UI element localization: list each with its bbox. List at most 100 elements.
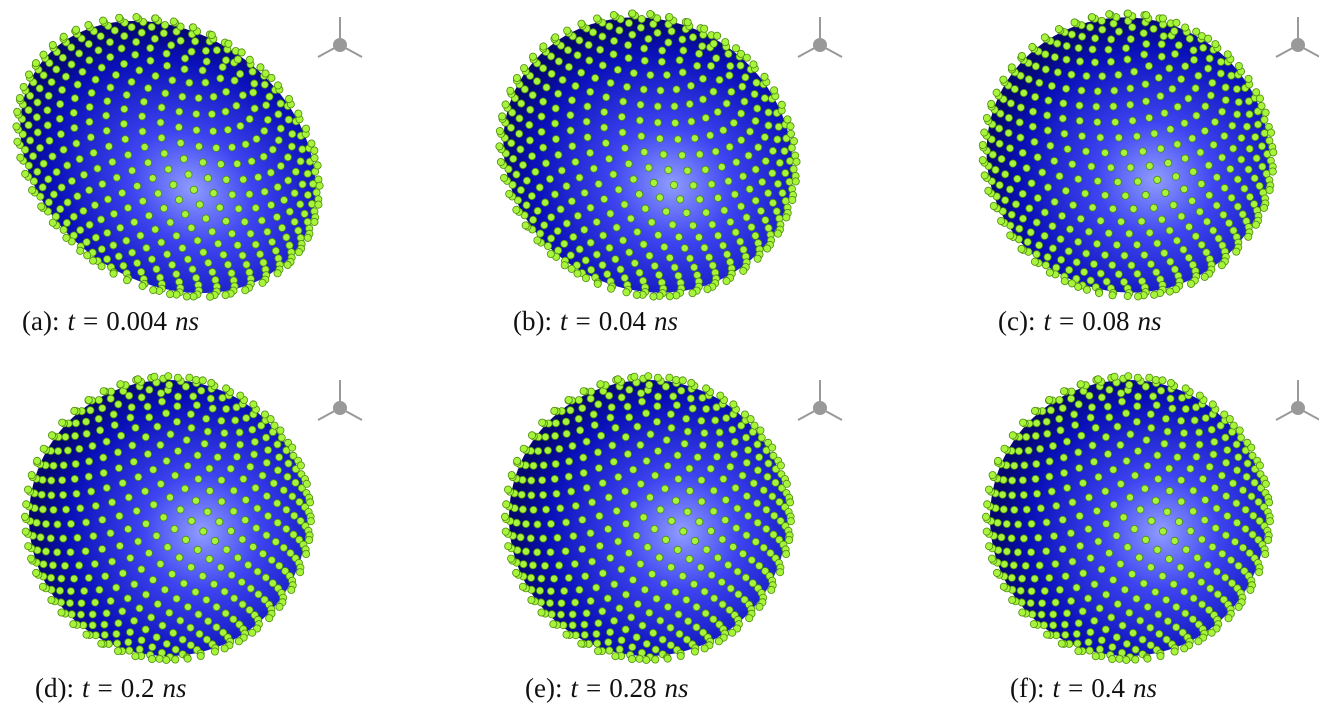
particle	[998, 534, 1005, 541]
particle	[1190, 508, 1197, 515]
particle	[73, 490, 80, 497]
particle	[563, 519, 570, 526]
particle	[1078, 432, 1085, 439]
particle	[163, 656, 170, 663]
particle	[1236, 427, 1243, 434]
particle-cluster	[501, 373, 794, 664]
particle	[174, 403, 181, 410]
particle	[643, 656, 650, 663]
particle	[1161, 440, 1168, 447]
particle	[102, 573, 109, 580]
particle	[107, 597, 114, 604]
particle	[48, 574, 55, 581]
particle	[558, 600, 565, 607]
particle	[1224, 447, 1231, 454]
particle	[1171, 648, 1178, 655]
particle	[271, 422, 278, 429]
particle	[1117, 390, 1124, 397]
particle	[142, 591, 149, 598]
particle	[156, 655, 163, 662]
particle	[530, 462, 537, 469]
particle	[734, 568, 741, 575]
particle	[288, 586, 295, 593]
particle	[1009, 492, 1016, 499]
particle	[1063, 610, 1070, 617]
caption: (b):t=0.04ns	[513, 306, 678, 336]
particle	[640, 514, 647, 521]
particle	[54, 521, 61, 528]
particle	[1098, 637, 1105, 644]
particle	[1075, 449, 1082, 456]
caption-unit: ns	[175, 306, 199, 336]
particle	[1060, 388, 1067, 395]
caption-label: (c):	[998, 306, 1035, 336]
particle	[707, 527, 714, 534]
particle	[1182, 405, 1189, 412]
particle	[676, 630, 683, 637]
particle	[48, 596, 55, 603]
particle	[643, 457, 650, 464]
particle	[637, 480, 644, 487]
particle	[1080, 570, 1087, 577]
particle	[237, 441, 244, 448]
particle	[1040, 622, 1047, 629]
particle	[146, 414, 153, 421]
particle	[1239, 544, 1246, 551]
particle	[714, 554, 721, 561]
particle	[684, 428, 691, 435]
particle	[1183, 546, 1190, 553]
particle	[1233, 500, 1240, 507]
particle	[739, 550, 746, 557]
particle	[568, 488, 575, 495]
particle	[528, 596, 535, 603]
particle	[76, 445, 83, 452]
particle	[48, 492, 55, 499]
particle	[1142, 536, 1149, 543]
particle	[1072, 422, 1079, 429]
particle	[1251, 479, 1258, 486]
particle	[575, 415, 582, 422]
particle	[1174, 454, 1181, 461]
particle	[142, 433, 149, 440]
particle	[1256, 569, 1263, 576]
particle	[174, 448, 181, 455]
particle	[579, 546, 586, 553]
particle	[284, 473, 291, 480]
particle	[732, 484, 739, 491]
particle	[605, 526, 612, 533]
particle	[551, 407, 558, 414]
particle	[1036, 562, 1043, 569]
particle	[1180, 430, 1187, 437]
particle	[611, 617, 618, 624]
particle	[599, 570, 606, 577]
particle	[643, 410, 650, 417]
particle	[1069, 558, 1076, 565]
particle	[622, 520, 629, 527]
particle	[132, 653, 139, 660]
particle	[1164, 618, 1171, 625]
particle	[1131, 472, 1138, 479]
particle	[1061, 469, 1068, 476]
particle	[60, 535, 67, 542]
particle	[107, 530, 114, 537]
particle	[72, 420, 79, 427]
particle	[544, 447, 551, 454]
particle	[1223, 493, 1230, 500]
particle	[1196, 429, 1203, 436]
particle	[235, 638, 242, 645]
particle	[172, 472, 179, 479]
caption-label: (d):	[35, 673, 74, 703]
particle	[142, 488, 149, 495]
particle	[730, 401, 737, 408]
particle	[1202, 496, 1209, 503]
particle	[1059, 516, 1066, 523]
particle	[186, 374, 193, 381]
particle	[71, 407, 78, 414]
particle	[47, 535, 54, 542]
particle	[160, 514, 167, 521]
particle	[1147, 411, 1154, 418]
caption-value: 0.28	[609, 673, 656, 703]
particle	[727, 463, 734, 470]
particle	[1008, 574, 1015, 581]
particle	[646, 381, 653, 388]
